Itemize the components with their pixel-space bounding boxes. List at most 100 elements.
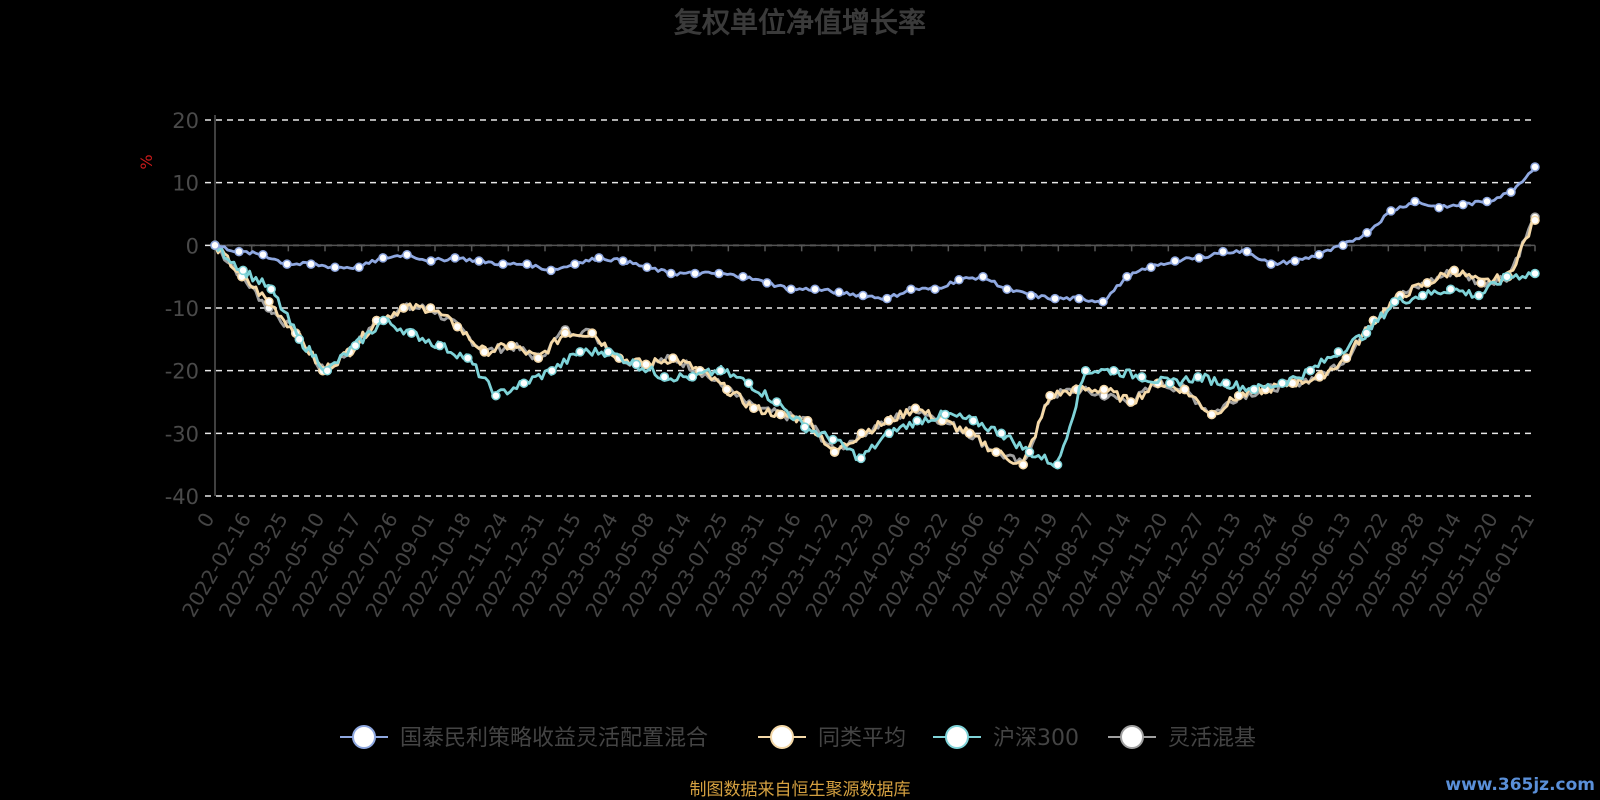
y-tick-label: -10 [165,297,199,321]
series-point [810,284,820,294]
series-point [940,409,950,420]
series-point [474,256,484,266]
series-point [1386,206,1396,216]
series-point [450,253,460,263]
series-point [1341,353,1352,363]
series-point [322,365,333,376]
series-point [522,259,532,269]
series-point [834,287,844,298]
series-point [452,322,463,332]
series-point [266,284,276,294]
series-point [882,293,892,304]
series-point [1165,378,1175,388]
series-point [743,378,754,388]
series-point [1024,447,1035,457]
legend-label: 沪深300 [993,726,1079,751]
series-point [800,422,810,432]
series-point [1126,397,1136,407]
series-point [1314,249,1324,260]
series-point [479,347,490,357]
series-point [1218,246,1228,257]
legend-item[interactable]: 沪深300 [933,725,1079,751]
series-point [1361,328,1372,338]
series-point [491,390,501,401]
series-point [749,403,759,414]
series-point [330,262,340,273]
series-point [238,265,248,276]
series-line [214,166,1537,304]
legend-item[interactable]: 国泰民利策略收益灵活配置混合 [340,725,708,751]
series-point [1506,187,1516,197]
series-point [426,256,436,266]
legend-item[interactable]: 同类平均 [758,725,906,751]
series-point [775,409,786,420]
series-point [425,303,436,313]
series-point [738,271,748,282]
series-point [294,334,305,345]
legend-item[interactable]: 灵活混基 [1108,725,1256,751]
series-point [666,268,676,279]
series-point [1266,259,1276,269]
series-lines [210,162,1540,470]
series-point [1502,271,1512,282]
series-point [641,359,651,370]
series-point [406,328,417,338]
series-point [1108,365,1119,376]
series-point [1530,215,1540,226]
series-point [547,365,557,376]
series-point [1530,162,1540,172]
series-point [1002,284,1012,294]
series-point [910,403,921,414]
series-point [1277,378,1287,388]
series-point [506,340,517,351]
series-point [1018,459,1028,470]
series-point [1233,390,1244,401]
series-point [402,249,412,260]
series-point [1206,409,1217,420]
series-point [1074,293,1084,304]
series-point [350,340,361,351]
series-point [1050,293,1060,304]
series-point [1362,228,1372,238]
series-point [1052,459,1063,470]
series-point [884,428,894,439]
series-point [1180,384,1190,395]
series-point [560,328,570,338]
series-point [618,256,628,266]
series-point [1482,196,1492,207]
series-point [1417,290,1428,301]
series-point [282,259,292,269]
y-tick-label: -20 [165,360,199,384]
series-point [594,253,604,263]
series-point [1221,378,1231,388]
legend-marker [1120,725,1144,749]
series-point [1338,240,1348,251]
series-point [978,271,988,282]
legend[interactable]: 国泰民利策略收益灵活配置混合 同类平均 沪深300 灵活混基 [340,725,1256,751]
series-point [587,328,597,338]
series-point [906,284,916,294]
series-point [1445,284,1456,294]
series-group [210,162,1540,307]
series-point [1314,372,1325,382]
series-point [234,246,244,257]
chart-title: 复权单位净值增长率 [674,6,926,39]
series-point [258,249,268,260]
series-line [213,244,1536,468]
series-group [210,240,1540,470]
series-point [463,353,473,363]
legend-label: 同类平均 [818,726,906,751]
series-point [930,284,940,294]
series-point [1193,372,1203,382]
series-point [1410,196,1420,207]
legend-label: 国泰民利策略收益灵活配置混合 [400,726,708,751]
series-point [1045,390,1055,401]
y-tick-label: 20 [172,109,199,133]
series-point [1026,290,1036,301]
series-point [1080,365,1091,376]
series-point [1194,253,1204,263]
series-point [378,253,388,263]
series-point [968,416,979,426]
series-point [1458,199,1468,210]
